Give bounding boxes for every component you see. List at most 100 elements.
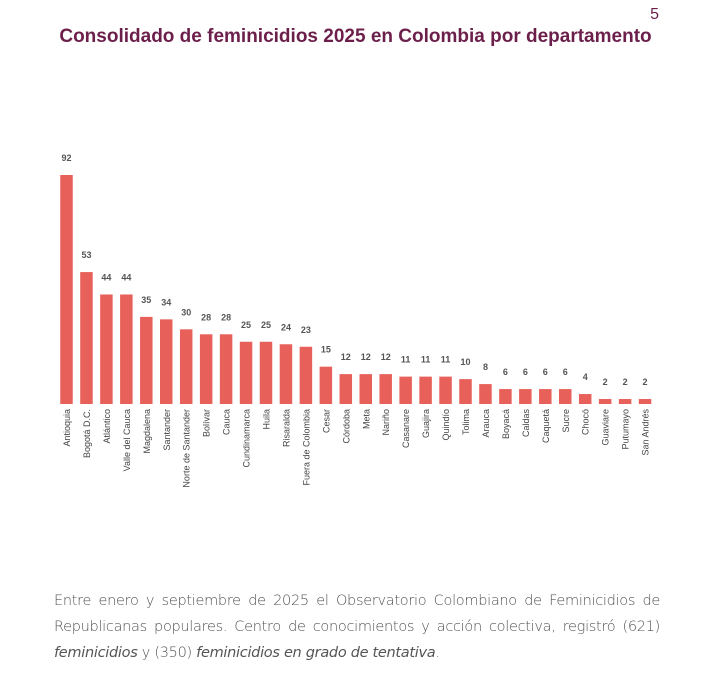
bar <box>539 389 552 404</box>
caption-text-3: . <box>435 645 440 661</box>
category-label: Magdalena <box>142 409 152 454</box>
category-label: Chocó <box>581 409 591 435</box>
bar <box>160 319 173 404</box>
caption: Entre enero y septiembre de 2025 el Obse… <box>54 588 660 666</box>
data-label: 12 <box>381 352 391 362</box>
category-label: Arauca <box>481 409 491 438</box>
bar <box>419 376 432 404</box>
category-label: Fuera de Colombia <box>301 409 311 486</box>
category-label: Norte de Santander <box>182 409 192 488</box>
category-label: Casanare <box>401 409 411 448</box>
data-label: 44 <box>101 272 111 282</box>
data-label: 24 <box>281 322 291 332</box>
category-label: Tolima <box>461 409 471 435</box>
bar <box>459 379 472 404</box>
bar <box>80 272 93 404</box>
category-label: Quindío <box>441 409 451 441</box>
bar <box>618 399 632 404</box>
bar <box>638 399 652 404</box>
bar <box>140 316 153 404</box>
category-label: Nariño <box>381 409 391 436</box>
category-label: San Andrés <box>641 409 651 456</box>
bar <box>598 399 612 404</box>
data-label: 12 <box>341 352 351 362</box>
data-label: 6 <box>523 367 528 377</box>
category-label: Guajira <box>421 409 431 438</box>
caption-em-2: feminicidios en grado de tentativa <box>196 645 436 661</box>
bar <box>439 376 452 404</box>
data-label: 28 <box>221 312 231 322</box>
bar <box>199 334 213 404</box>
data-label: 6 <box>563 367 568 377</box>
category-label: Bogotá D.C. <box>82 409 92 458</box>
category-label: Huila <box>262 409 272 430</box>
bar <box>259 341 273 404</box>
category-label: Cesar <box>321 409 331 433</box>
bar <box>499 389 512 404</box>
category-label: Meta <box>361 409 371 429</box>
category-label: Cundinamarca <box>242 409 252 468</box>
data-label: 30 <box>181 307 191 317</box>
data-label: 44 <box>121 272 131 282</box>
category-label: Caquetá <box>541 409 551 443</box>
data-label: 35 <box>141 295 151 305</box>
data-label: 6 <box>503 367 508 377</box>
chart-title: Consolidado de feminicidios 2025 en Colo… <box>59 26 652 47</box>
data-label: 2 <box>603 377 608 387</box>
page-number: 5 <box>650 6 659 23</box>
bar <box>519 389 532 404</box>
bar <box>60 175 73 404</box>
data-label: 11 <box>441 355 451 365</box>
data-label: 4 <box>583 372 588 382</box>
data-label: 23 <box>301 325 311 335</box>
data-label: 11 <box>401 355 411 365</box>
data-label: 6 <box>543 367 548 377</box>
category-label: Caldas <box>521 409 531 438</box>
bar <box>219 334 233 404</box>
bar <box>279 344 293 404</box>
category-label: Córdoba <box>341 409 351 444</box>
bar <box>179 329 193 404</box>
data-label: 2 <box>643 377 648 387</box>
caption-text-2: y (350) <box>137 645 197 661</box>
bar <box>559 389 572 404</box>
data-label: 12 <box>361 352 371 362</box>
data-label: 25 <box>241 320 251 330</box>
bar <box>319 366 333 404</box>
bar <box>299 346 313 404</box>
category-label: Bolívar <box>202 409 212 437</box>
category-label: Sucre <box>561 409 571 433</box>
data-label: 92 <box>61 153 71 163</box>
category-label: Santander <box>162 409 172 451</box>
bar <box>379 374 392 404</box>
category-label: Antioquia <box>62 409 72 447</box>
caption-em-1: feminicidios <box>54 645 138 661</box>
data-label: 11 <box>421 355 431 365</box>
bar <box>100 294 113 404</box>
data-label: 10 <box>460 357 470 367</box>
data-label: 53 <box>81 250 91 260</box>
bar <box>578 394 592 404</box>
caption-text-1: Entre enero y septiembre de 2025 el Obse… <box>54 593 660 635</box>
data-label: 15 <box>321 345 331 355</box>
data-label: 34 <box>161 297 171 307</box>
category-label: Putumayo <box>621 409 631 450</box>
data-label: 25 <box>261 320 271 330</box>
category-label: Cauca <box>222 409 232 435</box>
bar <box>359 374 372 404</box>
category-label: Guaviare <box>601 409 611 446</box>
bar <box>339 374 353 404</box>
data-label: 28 <box>201 312 211 322</box>
data-label: 8 <box>483 362 488 372</box>
bar <box>399 376 412 404</box>
category-label: Boyacá <box>501 409 511 439</box>
bar <box>120 294 133 404</box>
category-label: Atlántico <box>102 409 112 444</box>
category-label: Risaralda <box>281 409 291 447</box>
bar <box>479 384 492 404</box>
data-label: 2 <box>623 377 628 387</box>
category-label: Valle del Cauca <box>122 409 132 471</box>
bar <box>239 341 253 404</box>
